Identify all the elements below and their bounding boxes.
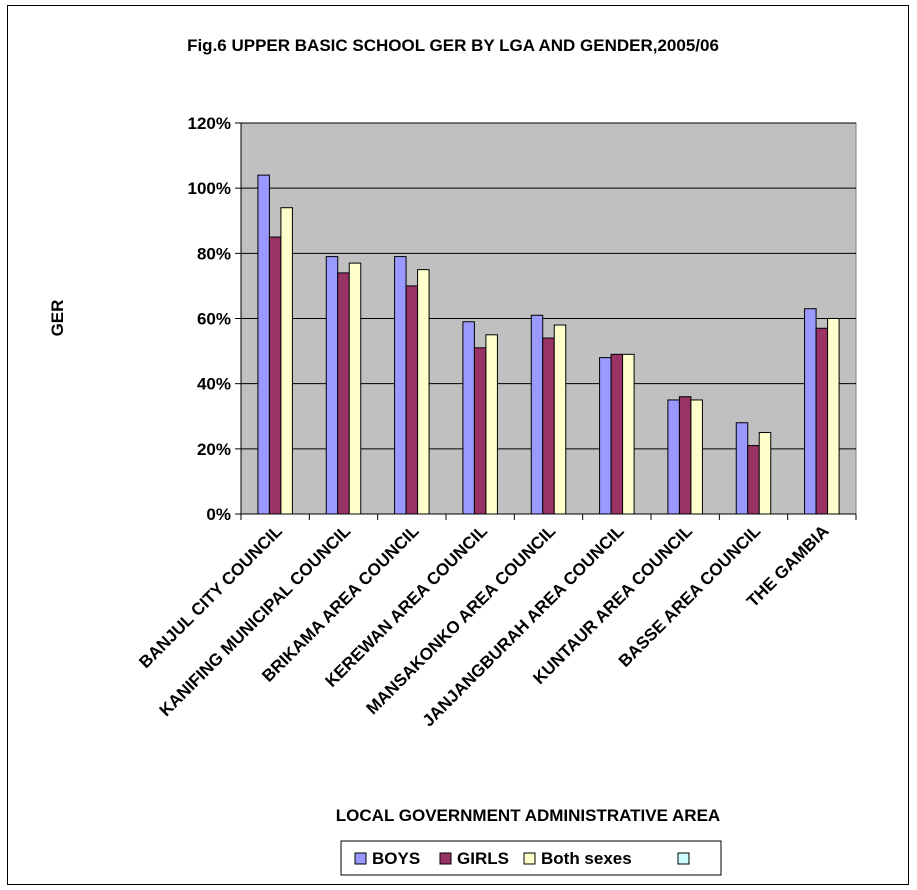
legend: BOYS GIRLS Both sexes [340,840,722,876]
bar-both-sexes [280,207,293,515]
bar-boys [257,174,270,515]
chart-frame: Fig.6 UPPER BASIC SCHOOL GER BY LGA AND … [7,5,909,885]
bar-both-sexes [348,262,362,515]
bar-girls [678,396,692,515]
bar-girls [268,236,282,515]
bar-girls [473,347,487,515]
y-tick-label: 0% [206,505,231,524]
bar-boys [804,308,817,515]
bar-boys [530,314,544,515]
bar-boys [462,321,475,515]
y-tick-label: 100% [188,179,231,198]
bar-boys [667,399,680,515]
bar-boys [394,256,407,515]
plot-area: 0% 20% 40% 60% 80% 100% 120% BANJUL CITY COUNCI… [135,114,857,730]
chart-svg: Fig.6 UPPER BASIC SCHOOL GER BY LGA AND … [48,36,857,876]
legend-swatch [354,852,367,865]
bar-girls [337,272,350,515]
bar-both-sexes [827,318,840,515]
bar-girls [747,445,760,515]
bar-both-sexes [758,432,772,515]
legend-swatch [439,852,452,865]
bar-girls [815,327,829,515]
x-axis-label: LOCAL GOVERNMENT ADMINISTRATIVE AREA [336,806,720,825]
chart-title: Fig.6 UPPER BASIC SCHOOL GER BY LGA AND … [187,36,719,55]
bar-girls [610,353,624,515]
bar-both-sexes [553,324,567,515]
bar-girls [542,337,555,515]
bar-both-sexes [622,353,635,515]
y-tick-label: 40% [197,375,231,394]
legend-label: BOYS [372,849,420,868]
bar-both-sexes [417,269,430,515]
legend-swatch-extra [677,852,690,865]
bar-girls [405,285,419,515]
x-tick-label: BANJUL CITY COUNCIL [135,521,286,672]
legend-swatch [523,852,536,865]
bar-boys [325,256,339,515]
y-tick-label: 80% [197,244,231,263]
bar-boys [599,357,612,515]
legend-label: GIRLS [457,849,509,868]
legend-label: Both sexes [541,849,632,868]
y-axis-label: GER [48,300,67,337]
y-tick-label: 120% [188,114,231,133]
y-tick-label: 60% [197,310,231,329]
bar-both-sexes [690,399,703,515]
bar-both-sexes [485,334,498,515]
x-tick-label: BASSE AREA COUNCIL [615,521,764,670]
y-tick-label: 20% [197,440,231,459]
bar-boys [735,422,749,515]
